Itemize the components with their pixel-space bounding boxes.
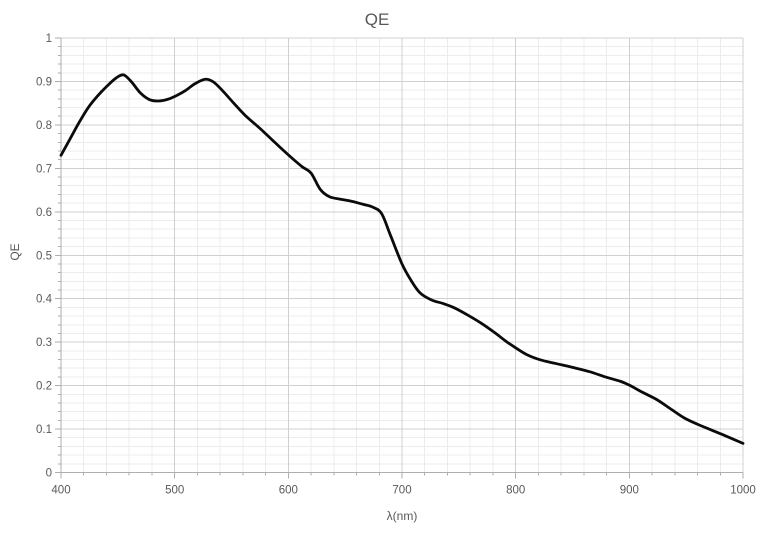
x-tick-label: 700 bbox=[392, 485, 411, 497]
x-tick-label: 500 bbox=[165, 485, 184, 497]
major-gridlines bbox=[61, 37, 744, 473]
y-tick-label: 1 bbox=[46, 33, 52, 45]
y-tick-label: 0.7 bbox=[36, 163, 52, 175]
y-tick-label: 0.6 bbox=[36, 207, 52, 219]
x-tick-label: 400 bbox=[51, 485, 70, 497]
y-tick-label: 0.9 bbox=[36, 76, 52, 88]
x-tick-label: 1000 bbox=[730, 485, 756, 497]
y-tick-label: 0.8 bbox=[36, 120, 52, 132]
y-tick-label: 0.1 bbox=[36, 424, 52, 436]
x-tick-label: 800 bbox=[506, 485, 525, 497]
chart-title: QE bbox=[365, 10, 390, 29]
x-tick-labels: 400 500 600 700 800 900 1000 bbox=[51, 485, 755, 497]
x-tick-label: 600 bbox=[279, 485, 298, 497]
y-tick-label: 0.2 bbox=[36, 381, 52, 393]
y-tick-label: 0.4 bbox=[36, 294, 53, 306]
y-tick-label: 0 bbox=[46, 468, 52, 480]
y-tick-label: 0.3 bbox=[36, 337, 52, 349]
y-tick-labels: 0 0.1 0.2 0.3 0.4 0.5 0.6 0.7 0.8 0.9 1 bbox=[36, 33, 53, 480]
x-axis-label: λ(nm) bbox=[387, 509, 418, 523]
x-tick-label: 900 bbox=[620, 485, 639, 497]
y-axis-label: QE bbox=[8, 243, 22, 260]
y-tick-label: 0.5 bbox=[36, 250, 52, 262]
qe-curve bbox=[59, 73, 745, 445]
axis-lines bbox=[55, 38, 743, 474]
